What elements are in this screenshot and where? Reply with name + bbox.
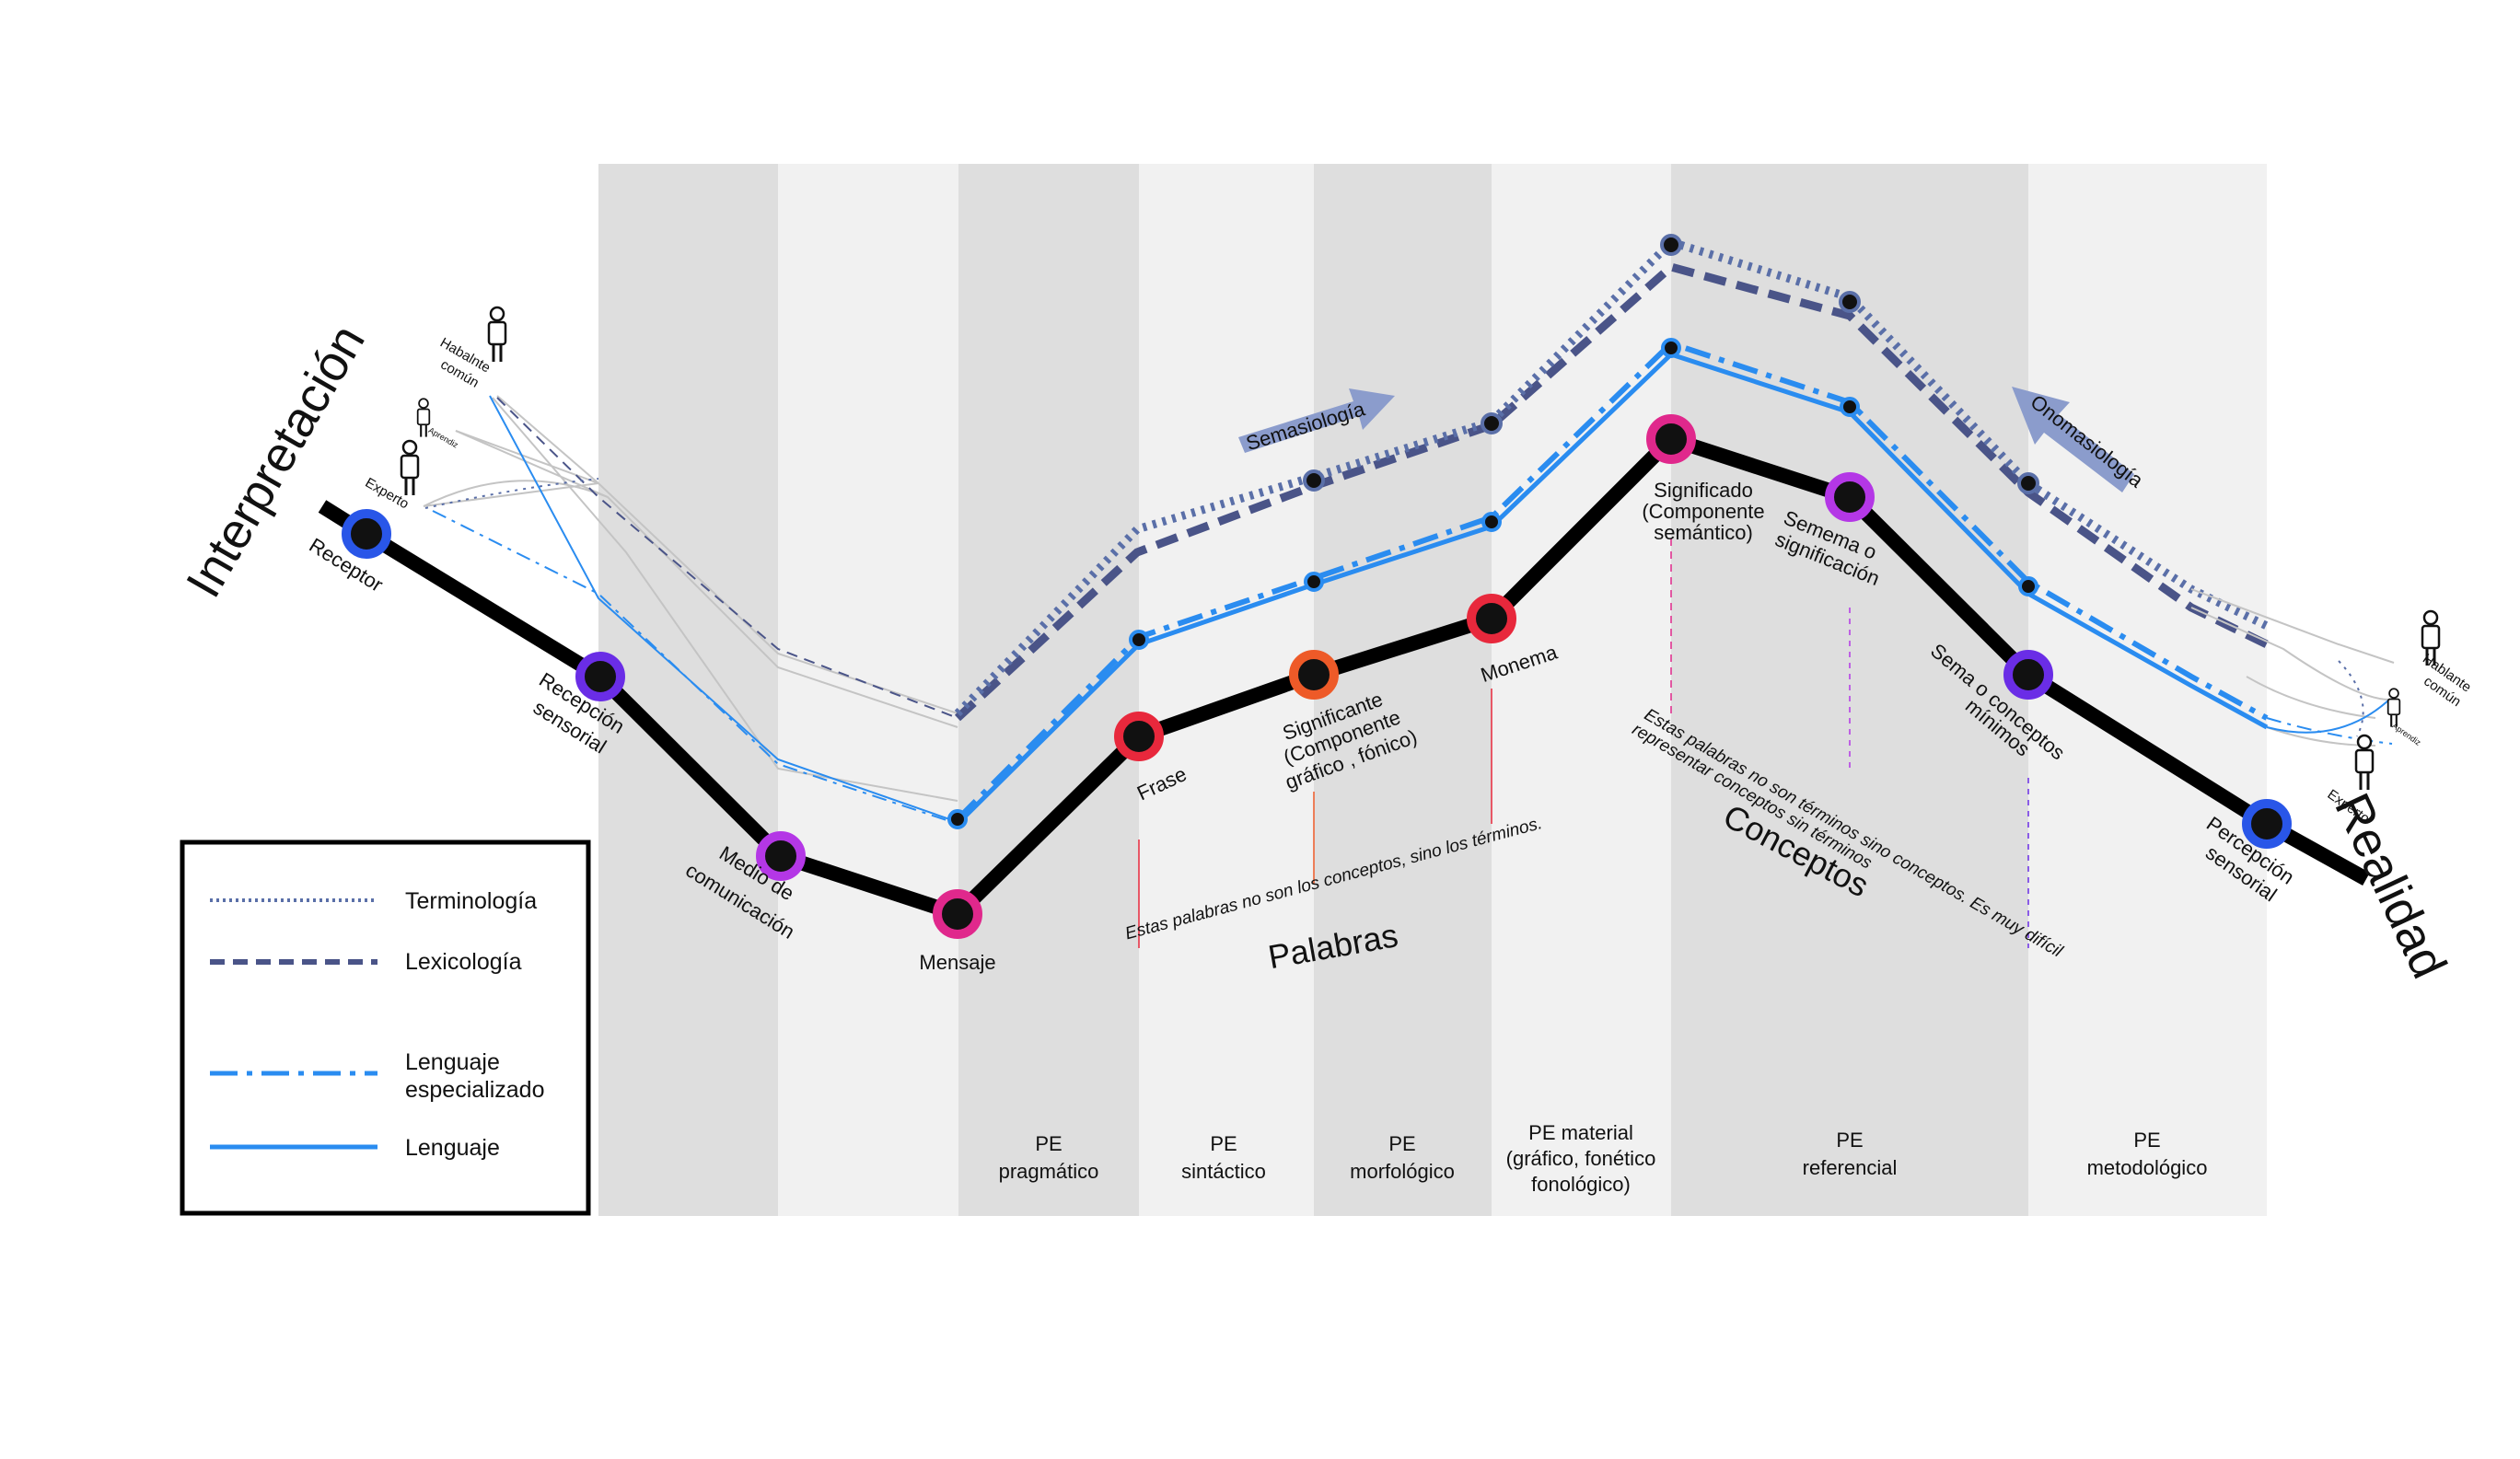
band-label-morfologico-2: morfológico	[1350, 1160, 1455, 1183]
band-label-sintactico-1: PE	[1210, 1132, 1237, 1155]
label-experto-left: Experto	[363, 475, 412, 513]
guide-lines-left	[423, 395, 958, 802]
person-experto-left-icon	[400, 439, 420, 497]
band-labels: PE pragmático PE sintáctico PE morfológi…	[999, 1121, 2208, 1196]
title-realidad: Realidad	[2324, 785, 2456, 987]
legend-label-lenguaje-especializado-1: Lenguaje	[405, 1049, 500, 1075]
station-sema	[2003, 650, 2053, 700]
band-1	[778, 164, 958, 1216]
band-label-material-1: PE material	[1528, 1121, 1633, 1144]
station-percepcion-sensorial	[2242, 799, 2292, 849]
people-right: Hablante común Aprendiz Experto	[2325, 609, 2474, 827]
legend-box	[180, 840, 591, 1216]
background-bands	[598, 164, 2267, 1216]
person-experto-right-icon	[2354, 734, 2375, 792]
drop-lines	[1138, 538, 2029, 948]
station-recepcion-sensorial	[575, 652, 625, 701]
audience-lines-right	[2266, 660, 2393, 745]
station-semema	[1825, 472, 1875, 522]
band-7	[2028, 164, 2267, 1216]
band-5	[1492, 164, 1671, 1216]
label-significado-1: Significado	[1654, 479, 1753, 502]
band-label-pragmatico-1: PE	[1035, 1132, 1062, 1155]
series-lexicologia	[954, 262, 2269, 722]
band-label-morfologico-1: PE	[1388, 1132, 1415, 1155]
legend-label-terminologia: Terminología	[405, 888, 537, 914]
legend-label-lenguaje-especializado-2: especializado	[405, 1077, 545, 1103]
label-mensaje: Mensaje	[919, 951, 995, 974]
person-habitual-left-icon	[487, 306, 507, 364]
series-markers	[947, 234, 2039, 829]
station-mensaje	[933, 889, 982, 939]
band-label-pragmatico-2: pragmático	[999, 1160, 1099, 1183]
band-0	[598, 164, 778, 1216]
band-label-material-2: (gráfico, fonético	[1506, 1147, 1656, 1170]
band-label-metodologico-2: metodológico	[2087, 1156, 2208, 1179]
band-label-referencial-2: referencial	[1803, 1156, 1898, 1179]
station-medio-comunicacion	[756, 831, 806, 881]
person-aprendiz-right-icon	[2386, 688, 2401, 728]
station-frase	[1114, 712, 1164, 761]
station-monema	[1467, 594, 1516, 643]
station-receptor	[342, 509, 391, 559]
legend: Terminología Lexicología Lenguaje especi…	[180, 840, 591, 1216]
station-significado	[1646, 414, 1696, 464]
band-label-sintactico-2: sintáctico	[1181, 1160, 1266, 1183]
band-label-metodologico-1: PE	[2133, 1129, 2160, 1152]
series-lenguaje-especializado	[955, 340, 2269, 822]
band-label-material-3: fonológico)	[1531, 1173, 1631, 1196]
band-label-referencial-1: PE	[1836, 1129, 1863, 1152]
label-significado-2: (Componente	[1642, 500, 1764, 523]
label-significado-3: semántico)	[1654, 521, 1753, 544]
label-aprendiz-right: Aprendiz	[2390, 721, 2422, 747]
band-4	[1314, 164, 1492, 1216]
stations	[342, 414, 2292, 939]
legend-label-lexicologia: Lexicología	[405, 949, 522, 975]
audience-lines-left	[424, 395, 958, 825]
label-aprendiz-left: Aprendiz	[427, 425, 460, 450]
station-significante	[1289, 650, 1339, 700]
legend-label-lenguaje: Lenguaje	[405, 1135, 500, 1161]
people-left: Habalnte común Aprendiz Experto	[363, 306, 507, 513]
